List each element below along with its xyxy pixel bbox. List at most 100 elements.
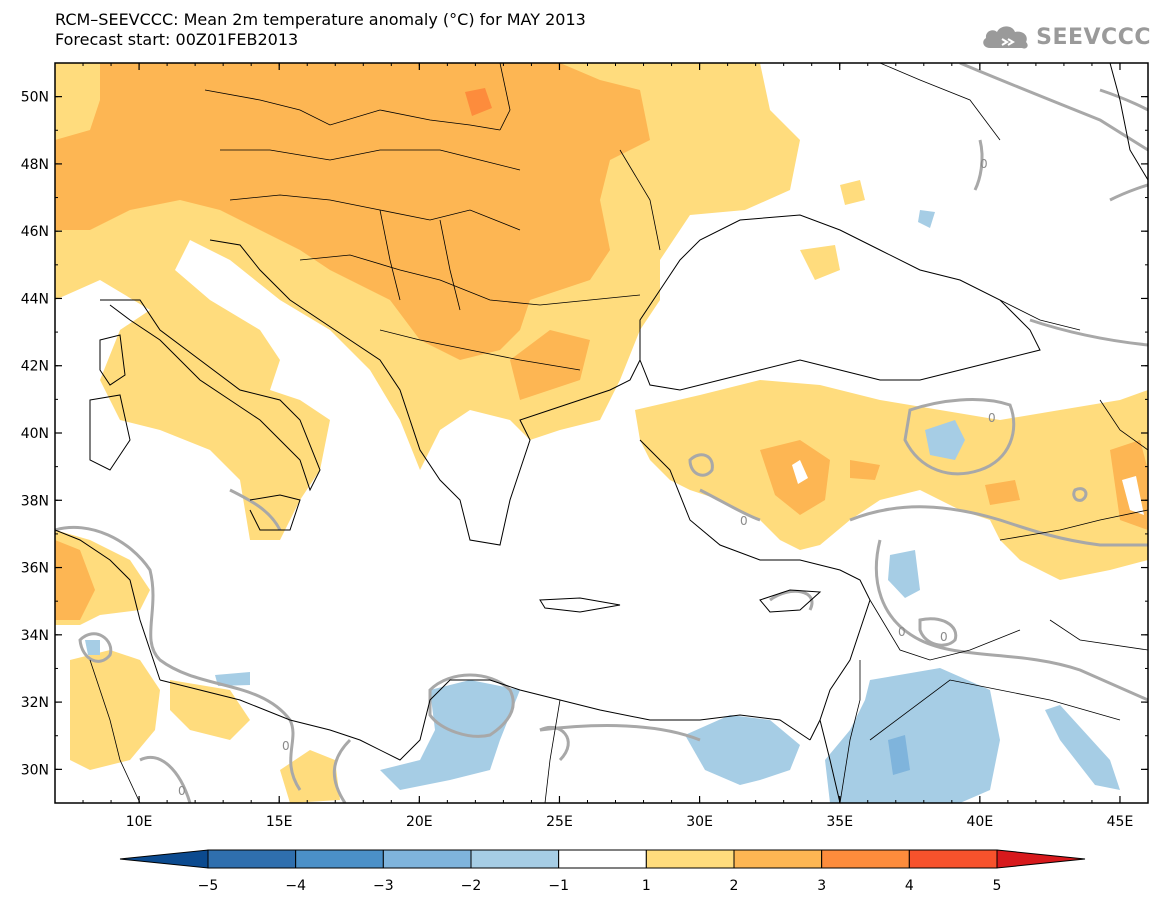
lon-tick-label: 10E (126, 814, 153, 830)
lat-tick-label: 36N (21, 561, 49, 577)
border-line (879, 63, 1001, 141)
title-line-2: Forecast start: 00Z01FEB2013 (55, 30, 299, 49)
coastline-sardinia (89, 394, 131, 471)
coastline-sicily (249, 494, 301, 531)
coastline-balkans (409, 359, 641, 546)
zero-contour-line (1029, 318, 1148, 347)
colorbar-label: −3 (373, 878, 394, 894)
lat-tick-label: 48N (21, 157, 49, 173)
border-line (379, 329, 581, 371)
colorbar-label: 5 (993, 878, 1002, 894)
anomaly-region-positive-10 (55, 63, 650, 360)
colorbar-box (733, 849, 823, 869)
anomaly-fill-layer (55, 63, 1148, 803)
anomaly-region-negative-2 (685, 715, 800, 785)
zero-contour-line (903, 398, 1016, 476)
lat-tick-label: 42N (21, 359, 49, 375)
anomaly-region-negative-7 (85, 640, 100, 655)
anomaly-region-positive-17 (465, 88, 492, 116)
anomaly-region-positive-4 (70, 650, 160, 770)
border-line (204, 89, 501, 131)
zero-contour-line (332, 738, 352, 803)
border-line (220, 149, 521, 171)
border-line (1099, 399, 1148, 451)
coastline-red-sea (819, 719, 841, 803)
lat-tick-label: 32N (21, 695, 49, 711)
anomaly-region-positive-13 (55, 540, 95, 620)
contour-label: 0 (980, 157, 988, 171)
country-borders (89, 63, 1148, 803)
longitude-axis: 10E 15E 20E 25E 30E 35E 40E 45E (54, 63, 1149, 830)
colorbar-box (382, 849, 472, 869)
lon-tick-label: 20E (406, 814, 433, 830)
coastline-anatolia-south (639, 439, 871, 741)
colorbar-label: −1 (548, 878, 569, 894)
zero-contour-line (688, 453, 714, 477)
lat-tick-label: 44N (21, 291, 49, 307)
anomaly-region-negative-1 (825, 668, 1000, 803)
anomaly-region-negative-8 (918, 210, 935, 228)
colorbar-min-arrow (119, 849, 209, 869)
contour-label: 0 (740, 514, 748, 528)
zero-contour-line (959, 63, 1148, 152)
colorbar-box (558, 849, 647, 869)
colorbar-box (908, 849, 998, 869)
anomaly-region-negative-5 (888, 550, 920, 598)
border-line (89, 659, 141, 803)
anomaly-region-neutral-1 (792, 460, 808, 484)
zero-contour-line (769, 589, 814, 611)
colorbar-label: −4 (285, 878, 306, 894)
colorbar-label: −2 (461, 878, 482, 894)
lat-tick-label: 38N (21, 493, 49, 509)
anomaly-region-negative-10 (888, 735, 910, 775)
anomaly-region-positive-8 (800, 245, 840, 280)
anomaly-region-neutral-2 (1122, 476, 1144, 515)
coastline-adriatic (209, 239, 411, 421)
coastline-layer (55, 63, 1148, 803)
contour-labels: 0 0 0 0 0 0 0 (178, 157, 996, 798)
lon-tick-label: 45E (1107, 814, 1134, 830)
anomaly-region-negative-3 (380, 680, 520, 790)
coastline-cyprus (759, 589, 822, 613)
anomaly-region-positive-5 (170, 680, 250, 740)
zero-contour-line (1072, 487, 1088, 502)
coastline-africa (159, 679, 811, 761)
zero-contour-line (973, 139, 984, 191)
lon-tick-label: 15E (266, 814, 293, 830)
colorbar-label: −5 (198, 878, 219, 894)
zero-contour-line (428, 673, 515, 738)
zero-contour-line (139, 755, 192, 803)
anomaly-region-positive-12 (760, 440, 830, 515)
contour-label: 0 (898, 625, 906, 639)
contour-label: 0 (988, 411, 996, 425)
anomaly-region-positive-2 (635, 380, 1148, 580)
coastline-caspian (1109, 63, 1148, 181)
zero-contour-line (699, 488, 761, 522)
lat-tick-label: 30N (21, 762, 49, 778)
border-line (869, 599, 1021, 661)
contour-label: 0 (178, 784, 186, 798)
coastline-italy (100, 299, 321, 492)
colorbar-max-arrow (996, 849, 1086, 869)
border-line (999, 299, 1081, 331)
zero-contour-line (849, 505, 1148, 547)
lat-tick-label: 34N (21, 628, 49, 644)
lon-tick-label: 30E (686, 814, 713, 830)
lon-tick-label: 40E (967, 814, 994, 830)
title-line-1: RCM–SEEVCCC: Mean 2m temperature anomaly… (55, 10, 586, 29)
anomaly-region-negative-6 (925, 420, 965, 460)
coastline-corsica (99, 334, 126, 386)
colorbar-box (645, 849, 735, 869)
colorbar-label: 1 (642, 878, 651, 894)
coastline-tunisia (55, 529, 161, 681)
coastline-crete (539, 597, 621, 613)
colorbar-box (821, 849, 910, 869)
anomaly-region-negative-9 (215, 672, 250, 686)
seevccc-logo: SEEVCCC (980, 20, 1151, 54)
border-line (999, 509, 1148, 541)
zero-contour-line (55, 525, 302, 791)
border-line (499, 63, 511, 131)
lat-tick-label: 46N (21, 224, 49, 240)
border-line (1049, 619, 1148, 651)
